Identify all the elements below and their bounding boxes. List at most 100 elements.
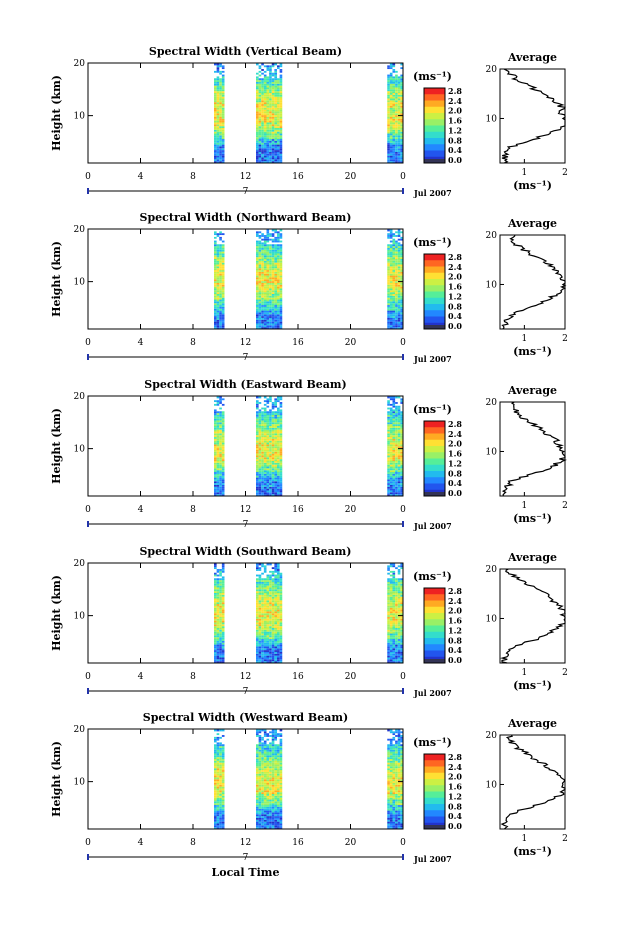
heatmap-cell xyxy=(221,67,225,70)
heatmap-cell xyxy=(214,628,217,630)
heatmap-cell xyxy=(219,572,222,575)
heatmap-cell xyxy=(277,468,280,471)
heatmap-cell xyxy=(261,93,264,95)
heatmap-cell xyxy=(400,94,403,97)
heatmap-cell xyxy=(219,323,222,326)
heatmap-cell xyxy=(258,411,262,414)
heatmap-cell xyxy=(274,477,277,480)
heatmap-cell xyxy=(387,310,390,313)
heatmap-cell xyxy=(274,85,277,88)
heatmap-cell xyxy=(269,814,272,817)
heatmap-cell xyxy=(263,105,267,108)
heatmap-cell xyxy=(279,596,283,599)
heatmap-cell xyxy=(269,426,272,428)
heatmap-cell xyxy=(263,569,267,571)
heatmap-cell xyxy=(395,409,398,412)
heatmap-cell xyxy=(269,424,272,426)
heatmap-cell xyxy=(269,67,272,70)
heatmap-cell xyxy=(258,661,262,663)
heatmap-cell xyxy=(266,438,270,441)
heatmap-cell xyxy=(258,583,262,586)
heatmap-cell xyxy=(216,622,220,625)
heatmap-cell xyxy=(397,598,401,601)
heatmap-cell xyxy=(274,812,277,815)
heatmap-cell xyxy=(400,563,403,566)
heatmap-cell xyxy=(216,626,220,628)
heatmap-cell xyxy=(256,157,259,160)
heatmap-cell xyxy=(216,93,220,95)
heatmap-cell xyxy=(400,578,403,581)
heatmap-cell xyxy=(387,581,390,584)
heatmap-cell xyxy=(219,639,222,641)
heatmap-cell xyxy=(274,475,277,478)
heatmap-cell xyxy=(256,492,259,495)
heatmap-cell xyxy=(279,572,283,575)
heatmap-cell xyxy=(221,268,225,271)
heatmap-cell xyxy=(214,819,217,822)
heatmap-cell xyxy=(277,325,280,328)
heatmap-cell xyxy=(392,137,396,140)
heatmap-cell xyxy=(271,646,275,649)
heatmap-cell xyxy=(274,122,277,125)
heatmap-cell xyxy=(395,613,398,616)
heatmap-cell xyxy=(256,438,259,441)
heatmap-cell xyxy=(214,602,217,605)
heatmap-cell xyxy=(219,133,222,136)
heatmap-cell xyxy=(261,96,264,99)
heatmap-cell xyxy=(269,233,272,236)
heatmap-cell xyxy=(214,403,217,406)
heatmap-cell xyxy=(392,277,396,280)
heatmap-cell xyxy=(256,585,259,588)
heatmap-cell xyxy=(387,615,390,617)
heatmap-cell xyxy=(269,570,272,573)
heatmap-cell xyxy=(214,416,217,419)
heatmap-cell xyxy=(279,775,283,778)
heatmap-cell xyxy=(269,310,272,313)
heatmap-cell xyxy=(214,251,217,254)
heatmap-cell xyxy=(269,661,272,663)
heatmap-cell xyxy=(400,464,403,467)
colorbar-segment xyxy=(424,159,445,163)
heatmap-cell xyxy=(216,284,220,287)
heatmap-cell xyxy=(392,233,396,236)
heatmap-cell xyxy=(214,137,217,140)
heatmap-cell xyxy=(279,135,283,138)
heatmap-cell xyxy=(216,282,220,285)
heatmap-cell xyxy=(271,314,275,317)
heatmap-cell xyxy=(271,488,275,491)
heatmap-cell xyxy=(274,766,277,769)
heatmap-cell xyxy=(258,270,262,272)
heatmap-cell xyxy=(219,744,222,747)
heatmap-cell xyxy=(214,650,217,652)
heatmap-cell xyxy=(216,801,220,804)
heatmap-cell xyxy=(277,817,280,820)
heatmap-cell xyxy=(279,295,283,298)
heatmap-cell xyxy=(392,151,396,154)
heatmap-cell xyxy=(219,116,222,119)
heatmap-cell xyxy=(397,635,401,638)
heatmap-cell xyxy=(263,624,267,627)
heatmap-cell xyxy=(277,631,280,634)
heatmap-cell xyxy=(397,314,401,317)
heatmap-cell xyxy=(387,284,390,287)
heatmap-cell xyxy=(256,795,259,798)
heatmap-cell xyxy=(279,308,283,311)
heatmap-cell xyxy=(261,244,264,247)
heatmap-cell xyxy=(256,427,259,430)
heatmap-cell xyxy=(279,799,283,802)
heatmap-cell xyxy=(256,140,259,143)
heatmap-cell xyxy=(279,128,283,130)
heatmap-cell xyxy=(271,657,275,660)
heatmap-cell xyxy=(256,271,259,274)
heatmap-cell xyxy=(258,618,262,621)
heatmap-cell xyxy=(258,444,262,447)
heatmap-cell xyxy=(395,153,398,156)
heatmap-cell xyxy=(261,659,264,662)
heatmap-cell xyxy=(387,607,390,610)
heatmap-cell xyxy=(219,142,222,145)
heatmap-cell xyxy=(387,120,390,123)
heatmap-cell xyxy=(261,247,264,250)
heatmap-cell xyxy=(266,639,270,641)
heatmap-cell xyxy=(258,453,262,456)
heatmap-cell xyxy=(258,118,262,121)
